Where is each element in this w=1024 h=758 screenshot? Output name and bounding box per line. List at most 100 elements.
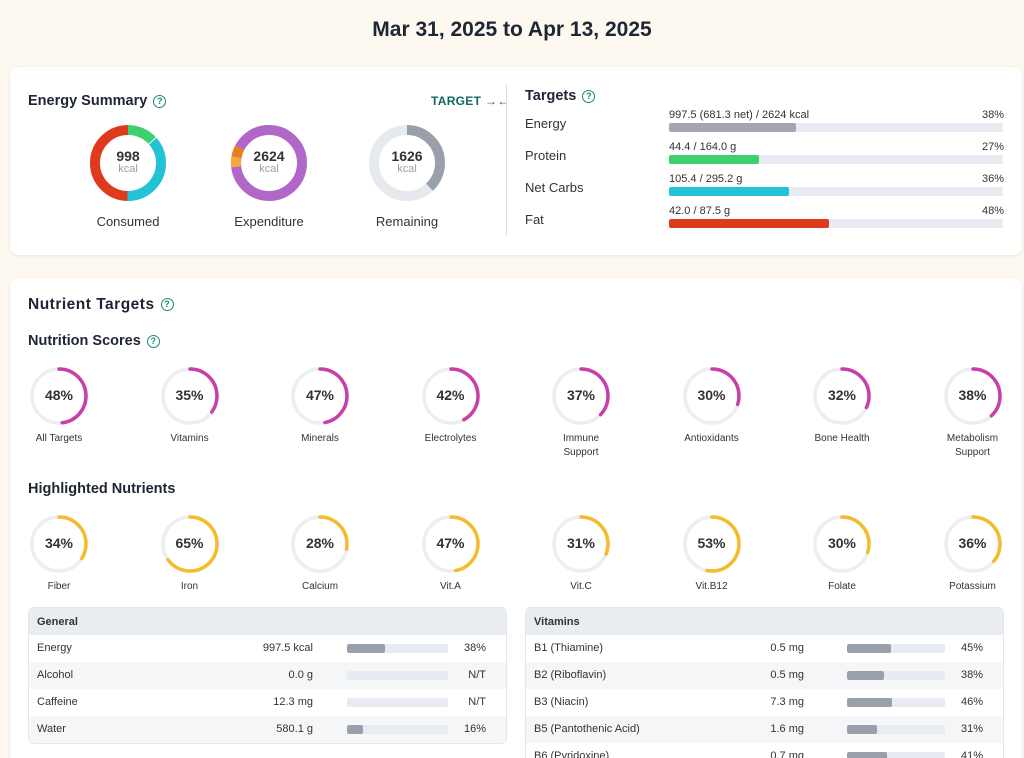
target-fat-pct: 48% [981, 205, 1004, 217]
highlighted-nutrient-pct: 30% [827, 535, 857, 551]
highlighted-nutrient-label: Fiber [47, 581, 71, 592]
highlighted-nutrient-ring[interactable]: 34% [28, 513, 90, 575]
target-protein-amount: 44.4 / 164.0 g [669, 141, 737, 153]
nutrient-amount: 7.3 mg [770, 696, 804, 708]
consumed-protein-segment [90, 125, 166, 201]
nutrition-score-pct: 35% [175, 387, 204, 403]
nutrition-score-ring[interactable]: 42% [420, 365, 482, 427]
nutrient-progress-fill [847, 671, 885, 680]
target-protein-bar [669, 155, 1003, 164]
nutrition-score-pct: 37% [566, 387, 596, 403]
question-circle-icon[interactable]: ? [160, 298, 174, 312]
nutrient-pct: N/T [468, 669, 486, 681]
general-table-header: General [29, 608, 506, 635]
table-row[interactable]: B2 (Riboflavin) 0.5 mg 38% [526, 662, 1003, 689]
nutrient-pct: 38% [960, 669, 983, 681]
highlighted-nutrient-label: Iron [180, 581, 199, 592]
table-row[interactable]: B5 (Pantothenic Acid) 1.6 mg 31% [526, 716, 1003, 743]
vitamins-table: Vitamins B1 (Thiamine) 0.5 mg 45% B2 (Ribof… [525, 607, 1004, 758]
nutrition-score-label: Immune Support [562, 433, 600, 458]
table-row[interactable]: Alcohol 0.0 g N/T [29, 662, 506, 689]
remaining-unit: kcal [397, 163, 417, 175]
nutrient-amount: 0.5 mg [770, 642, 804, 654]
nutrition-score-ring[interactable]: 48% [28, 365, 90, 427]
nutrient-name: B5 (Pantothenic Acid) [534, 723, 640, 735]
highlighted-nutrient-pct: 36% [958, 535, 987, 551]
target-fat-bar [669, 219, 1003, 228]
remaining-label: Remaining [375, 214, 439, 229]
highlighted-nutrient-ring[interactable]: 28% [289, 513, 351, 575]
nutrition-score-pct: 32% [827, 387, 857, 403]
nutrition-score-pct: 30% [697, 387, 726, 403]
target-protein-bar-fill [669, 155, 760, 164]
question-circle-icon[interactable]: ? [153, 94, 167, 108]
highlighted-nutrient-label: Calcium [301, 581, 339, 592]
nutrition-score-label: Vitamins [170, 433, 209, 444]
table-row[interactable]: B1 (Thiamine) 0.5 mg 45% [526, 635, 1003, 662]
nutrient-progress-fill [347, 725, 364, 734]
highlighted-nutrient-ring[interactable]: 47% [420, 513, 482, 575]
highlighted-nutrient-ring[interactable]: 36% [942, 513, 1004, 575]
nutrient-targets-title: Nutrient Targets [28, 296, 155, 313]
nutrient-amount: 12.3 mg [273, 696, 313, 708]
consumed-value: 998 [116, 148, 140, 164]
nutrient-progress-bar [847, 671, 945, 680]
table-row[interactable]: B3 (Niacin) 7.3 mg 46% [526, 689, 1003, 716]
nutrient-progress-bar [847, 752, 945, 758]
target-netcarbs-label: Net Carbs [525, 180, 584, 195]
highlighted-nutrient-pct: 47% [436, 535, 465, 551]
expenditure-tef-segment [231, 125, 307, 201]
highlighted-nutrient-ring[interactable]: 65% [159, 513, 221, 575]
table-row[interactable]: Caffeine 12.3 mg N/T [29, 689, 506, 716]
vitamins-table-header: Vitamins [526, 608, 1003, 635]
nutrient-pct: 31% [960, 723, 983, 735]
nutrition-score-ring[interactable]: 35% [159, 365, 221, 427]
table-row[interactable]: Energy 997.5 kcal 38% [29, 635, 506, 662]
nutrient-progress-bar [847, 644, 945, 653]
highlighted-nutrient-pct: 31% [566, 535, 596, 551]
nutrient-amount: 0.5 mg [770, 669, 804, 681]
target-fat-label: Fat [525, 212, 544, 227]
highlighted-nutrient-pct: 28% [305, 535, 335, 551]
target-toggle-button[interactable]: TARGET →← [431, 94, 510, 108]
nutrient-name: Alcohol [37, 669, 74, 681]
nutrient-progress-bar [347, 671, 448, 680]
nutrition-score-label: Minerals [301, 433, 339, 444]
targets-heading: Targets? [525, 88, 596, 104]
highlighted-nutrients-title: Highlighted Nutrients [28, 481, 176, 497]
nutrition-score-ring[interactable]: 32% [811, 365, 873, 427]
targets-title: Targets [525, 88, 577, 104]
highlighted-nutrient-ring[interactable]: 30% [811, 513, 873, 575]
question-circle-icon[interactable]: ? [582, 89, 596, 103]
energy-summary-card: Energy Summary? TARGET →← 998 kcal Consu… [10, 67, 1022, 255]
arrows-in-icon: →← [484, 94, 510, 108]
nutrient-progress-bar [847, 725, 945, 734]
vitamins-table-body: B1 (Thiamine) 0.5 mg 45% B2 (Riboflavin) 0.5… [526, 635, 1003, 758]
nutrient-progress-bar [347, 644, 448, 653]
table-row[interactable]: B6 (Pyridoxine) 0.7 mg 41% [526, 743, 1003, 758]
nutrition-score-ring[interactable]: 30% [681, 365, 743, 427]
nutrient-pct: 41% [960, 750, 983, 758]
highlighted-nutrient-ring[interactable]: 53% [681, 513, 743, 575]
nutrient-progress-fill [847, 725, 878, 734]
energy-summary-heading: Energy Summary? [28, 93, 167, 109]
table-row[interactable]: Water 580.1 g 16% [29, 716, 506, 743]
nutrient-pct: 46% [960, 696, 983, 708]
target-energy-amount: 997.5 (681.3 net) / 2624 kcal [669, 109, 810, 121]
highlighted-nutrient-ring[interactable]: 31% [550, 513, 612, 575]
highlighted-nutrient-pct: 53% [697, 535, 726, 551]
consumed-carbs-segment [90, 125, 166, 201]
nutrition-scores-title: Nutrition Scores [28, 333, 141, 349]
nutrition-score-pct: 38% [958, 387, 987, 403]
nutrient-targets-card: Nutrient Targets? Nutrition Scores? 48% A… [10, 278, 1022, 758]
nutrition-score-label: Antioxidants [684, 433, 739, 444]
question-circle-icon[interactable]: ? [146, 334, 160, 348]
expenditure-donut: 2624 kcal [229, 123, 309, 203]
date-range-title: Mar 31, 2025 to Apr 13, 2025 [372, 18, 652, 41]
nutrition-score-ring[interactable]: 38% [942, 365, 1004, 427]
nutrient-name: Water [37, 723, 66, 735]
target-netcarbs-bar [669, 187, 1003, 196]
nutrition-score-ring[interactable]: 47% [289, 365, 351, 427]
nutrition-score-ring[interactable]: 37% [550, 365, 612, 427]
nutrition-score-pct: 42% [436, 387, 465, 403]
